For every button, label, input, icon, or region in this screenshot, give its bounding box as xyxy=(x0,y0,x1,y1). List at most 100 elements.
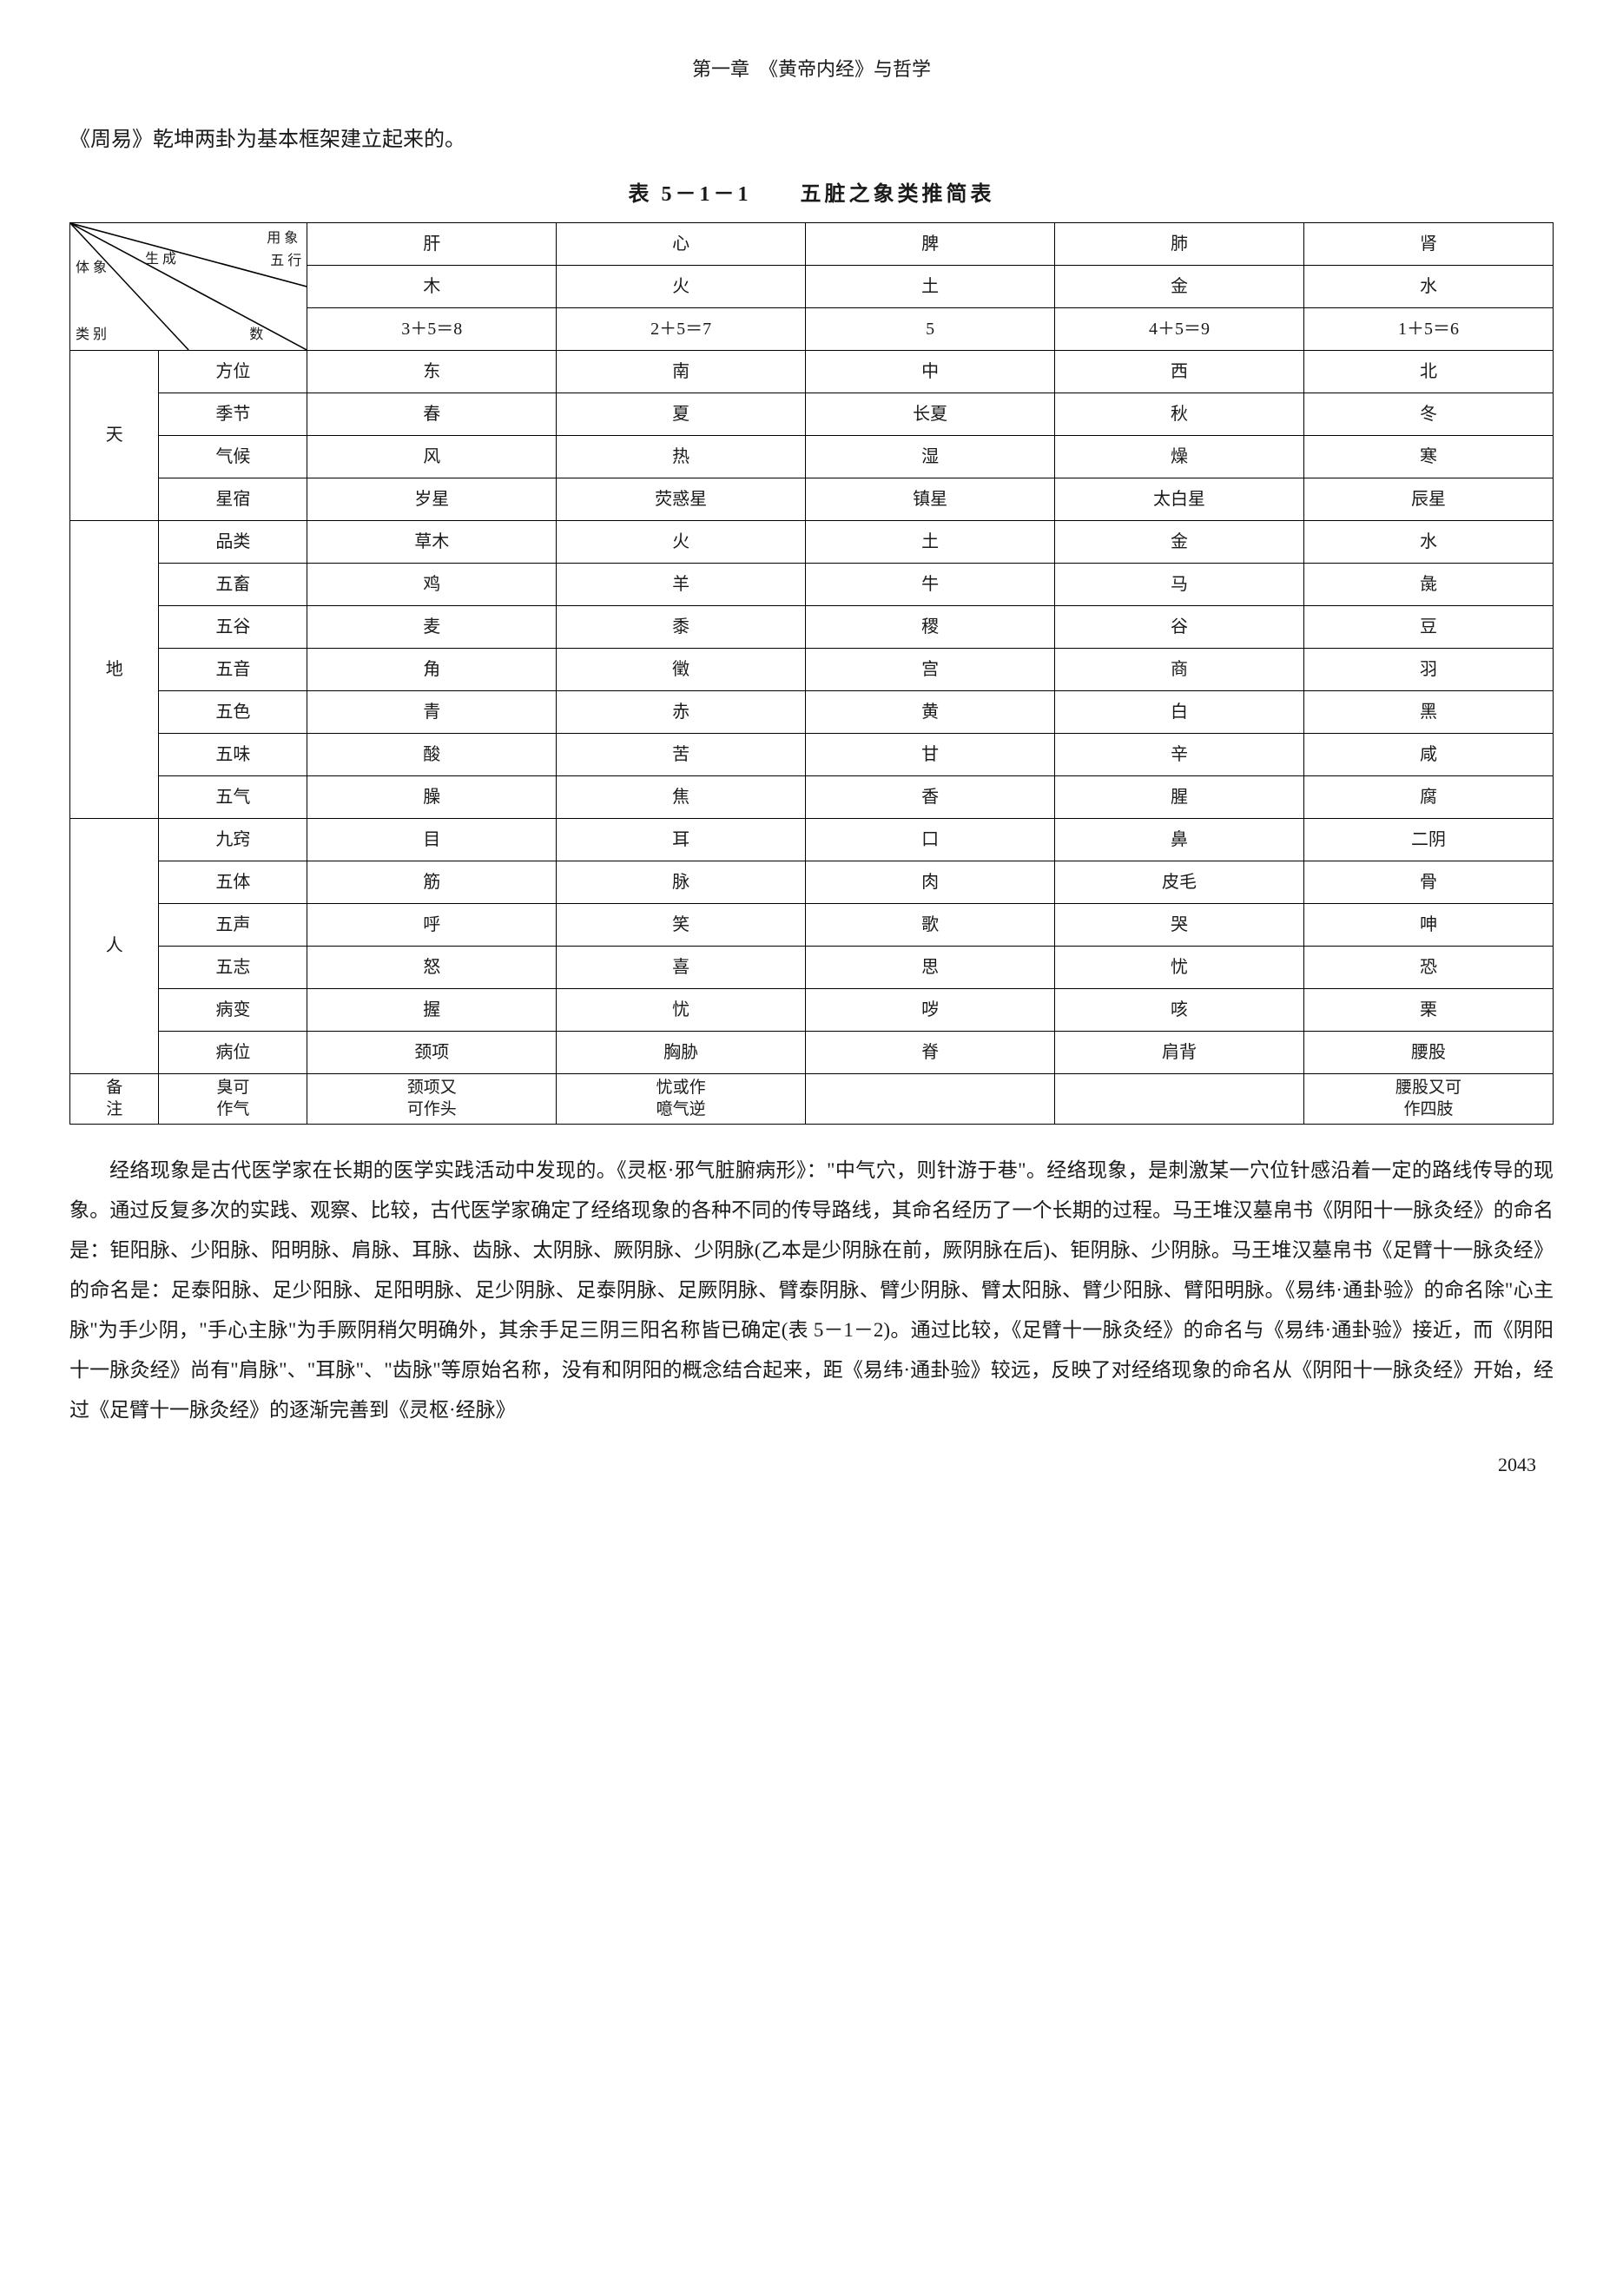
data-cell: 栗 xyxy=(1304,988,1554,1031)
data-cell: 脊 xyxy=(806,1031,1055,1073)
element-cell: 火 xyxy=(557,265,806,307)
data-cell: 筋 xyxy=(307,861,557,903)
data-cell: 呻 xyxy=(1304,903,1554,946)
data-cell: 肩背 xyxy=(1055,1031,1304,1073)
data-cell: 黍 xyxy=(557,605,806,648)
row-label: 五音 xyxy=(159,648,307,690)
data-cell: 苦 xyxy=(557,733,806,775)
notes-cell: 忧或作噫气逆 xyxy=(557,1073,806,1124)
data-cell: 水 xyxy=(1304,520,1554,563)
data-cell: 喜 xyxy=(557,946,806,988)
data-cell: 马 xyxy=(1055,563,1304,605)
row-label: 五气 xyxy=(159,775,307,818)
data-cell: 哭 xyxy=(1055,903,1304,946)
data-cell: 咳 xyxy=(1055,988,1304,1031)
data-cell: 牛 xyxy=(806,563,1055,605)
element-cell: 土 xyxy=(806,265,1055,307)
diag-label: 生 成 xyxy=(145,247,176,273)
diag-label: 体 象 xyxy=(76,256,107,281)
notes-cell xyxy=(1055,1073,1304,1124)
diag-label: 数 xyxy=(249,323,263,348)
data-cell: 荧惑星 xyxy=(557,478,806,520)
diagonal-header: 用 象 体 象 生 成 五 行 类 别 数 xyxy=(70,222,307,350)
diag-label: 五 行 xyxy=(270,249,301,274)
data-cell: 秋 xyxy=(1055,393,1304,435)
data-cell: 腐 xyxy=(1304,775,1554,818)
data-cell: 思 xyxy=(806,946,1055,988)
element-cell: 金 xyxy=(1055,265,1304,307)
data-cell: 脉 xyxy=(557,861,806,903)
data-cell: 香 xyxy=(806,775,1055,818)
data-cell: 怒 xyxy=(307,946,557,988)
row-label: 九窍 xyxy=(159,818,307,861)
data-cell: 草木 xyxy=(307,520,557,563)
organ-header: 心 xyxy=(557,222,806,265)
row-label: 品类 xyxy=(159,520,307,563)
data-cell: 土 xyxy=(806,520,1055,563)
data-cell: 镇星 xyxy=(806,478,1055,520)
data-cell: 白 xyxy=(1055,690,1304,733)
data-cell: 辰星 xyxy=(1304,478,1554,520)
data-cell: 呼 xyxy=(307,903,557,946)
element-cell: 木 xyxy=(307,265,557,307)
data-cell: 酸 xyxy=(307,733,557,775)
chapter-header: 第一章 《黄帝内经》与哲学 xyxy=(69,52,1554,87)
data-cell: 北 xyxy=(1304,350,1554,393)
data-cell: 颈项 xyxy=(307,1031,557,1073)
data-cell: 哕 xyxy=(806,988,1055,1031)
organ-header: 脾 xyxy=(806,222,1055,265)
data-cell: 肉 xyxy=(806,861,1055,903)
number-cell: 3＋5＝8 xyxy=(307,307,557,350)
organ-header: 肺 xyxy=(1055,222,1304,265)
row-label: 五色 xyxy=(159,690,307,733)
row-label: 五谷 xyxy=(159,605,307,648)
data-cell: 目 xyxy=(307,818,557,861)
data-cell: 鸡 xyxy=(307,563,557,605)
data-cell: 东 xyxy=(307,350,557,393)
number-cell: 1＋5＝6 xyxy=(1304,307,1554,350)
data-cell: 羊 xyxy=(557,563,806,605)
data-cell: 甘 xyxy=(806,733,1055,775)
row-label: 五畜 xyxy=(159,563,307,605)
data-cell: 冬 xyxy=(1304,393,1554,435)
data-cell: 湿 xyxy=(806,435,1055,478)
category-cell: 天 xyxy=(70,350,159,520)
data-cell: 二阴 xyxy=(1304,818,1554,861)
data-cell: 中 xyxy=(806,350,1055,393)
data-cell: 火 xyxy=(557,520,806,563)
data-cell: 金 xyxy=(1055,520,1304,563)
data-cell: 春 xyxy=(307,393,557,435)
notes-cell: 腰股又可作四肢 xyxy=(1304,1073,1554,1124)
row-label: 气候 xyxy=(159,435,307,478)
five-organs-table: 用 象 体 象 生 成 五 行 类 别 数 肝心脾肺肾木火土金水3＋5＝82＋5… xyxy=(69,222,1554,1125)
data-cell: 彘 xyxy=(1304,563,1554,605)
data-cell: 稷 xyxy=(806,605,1055,648)
data-cell: 臊 xyxy=(307,775,557,818)
data-cell: 咸 xyxy=(1304,733,1554,775)
data-cell: 鼻 xyxy=(1055,818,1304,861)
data-cell: 腥 xyxy=(1055,775,1304,818)
data-cell: 腰股 xyxy=(1304,1031,1554,1073)
data-cell: 西 xyxy=(1055,350,1304,393)
row-label: 病变 xyxy=(159,988,307,1031)
row-label: 病位 xyxy=(159,1031,307,1073)
data-cell: 商 xyxy=(1055,648,1304,690)
data-cell: 谷 xyxy=(1055,605,1304,648)
data-cell: 辛 xyxy=(1055,733,1304,775)
category-cell: 人 xyxy=(70,818,159,1073)
row-label: 五志 xyxy=(159,946,307,988)
data-cell: 太白星 xyxy=(1055,478,1304,520)
data-cell: 角 xyxy=(307,648,557,690)
diag-label: 用 象 xyxy=(267,227,298,252)
data-cell: 忧 xyxy=(557,988,806,1031)
data-cell: 麦 xyxy=(307,605,557,648)
data-cell: 笑 xyxy=(557,903,806,946)
data-cell: 羽 xyxy=(1304,648,1554,690)
data-cell: 燥 xyxy=(1055,435,1304,478)
data-cell: 骨 xyxy=(1304,861,1554,903)
data-cell: 歌 xyxy=(806,903,1055,946)
table-title: 表 5－1－1 五脏之象类推简表 xyxy=(69,176,1554,214)
data-cell: 黄 xyxy=(806,690,1055,733)
element-cell: 水 xyxy=(1304,265,1554,307)
notes-cell: 颈项又可作头 xyxy=(307,1073,557,1124)
